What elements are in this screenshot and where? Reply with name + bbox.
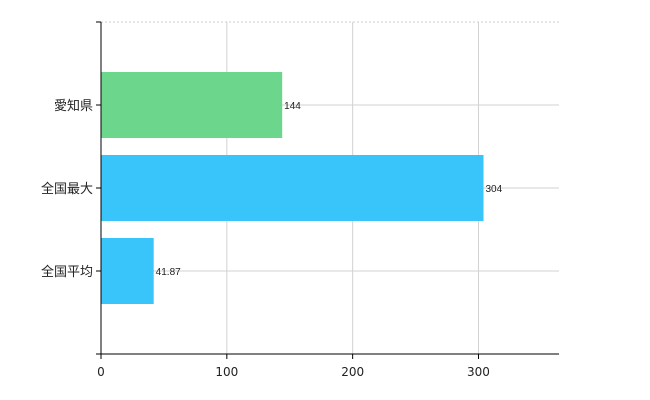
- x-tick-label: 200: [341, 365, 364, 379]
- x-tick-label: 300: [467, 365, 490, 379]
- data-label: 304: [486, 184, 503, 195]
- bar: [101, 238, 154, 304]
- category-label: 全国最大: [41, 181, 93, 197]
- x-tick-label: 100: [215, 365, 238, 379]
- bar: [101, 72, 283, 138]
- axes: [96, 21, 559, 359]
- bar: [101, 155, 484, 221]
- data-label: 41.87: [156, 267, 181, 278]
- bars: [101, 72, 484, 304]
- x-tick-label: 0: [97, 365, 105, 379]
- category-label: 全国平均: [41, 264, 93, 280]
- data-label: 144: [284, 101, 301, 112]
- category-label: 愛知県: [54, 98, 93, 114]
